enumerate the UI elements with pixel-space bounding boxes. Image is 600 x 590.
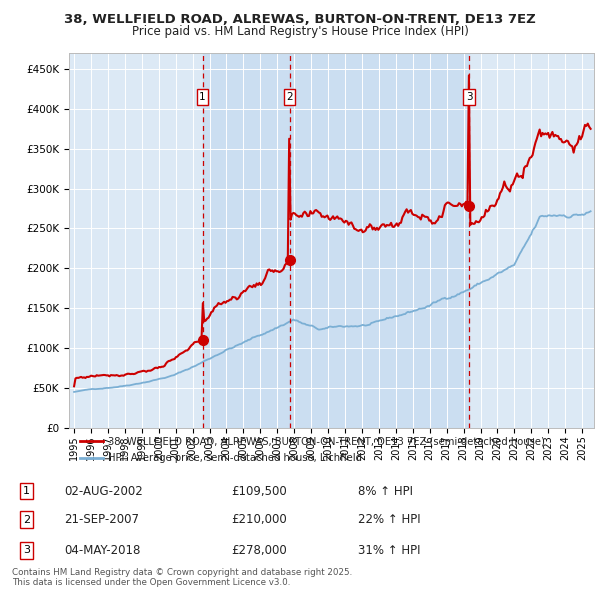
- Text: Price paid vs. HM Land Registry's House Price Index (HPI): Price paid vs. HM Land Registry's House …: [131, 25, 469, 38]
- Text: HPI: Average price, semi-detached house, Lichfield: HPI: Average price, semi-detached house,…: [109, 454, 362, 463]
- Text: 3: 3: [23, 545, 30, 555]
- Bar: [290, 53, 469, 428]
- Text: £210,000: £210,000: [231, 513, 287, 526]
- Text: 22% ↑ HPI: 22% ↑ HPI: [358, 513, 420, 526]
- Text: 2: 2: [23, 515, 30, 525]
- Text: 2: 2: [286, 92, 293, 102]
- Bar: [203, 53, 290, 428]
- Text: 38, WELLFIELD ROAD, ALREWAS, BURTON-ON-TRENT, DE13 7EZ (semi-detached house): 38, WELLFIELD ROAD, ALREWAS, BURTON-ON-T…: [109, 437, 545, 447]
- Text: £278,000: £278,000: [231, 544, 287, 557]
- Text: Contains HM Land Registry data © Crown copyright and database right 2025.
This d: Contains HM Land Registry data © Crown c…: [12, 568, 352, 587]
- Text: 31% ↑ HPI: 31% ↑ HPI: [358, 544, 420, 557]
- Text: 1: 1: [23, 486, 30, 496]
- Text: 8% ↑ HPI: 8% ↑ HPI: [358, 484, 413, 497]
- Text: 1: 1: [199, 92, 206, 102]
- Text: £109,500: £109,500: [231, 484, 287, 497]
- Text: 04-MAY-2018: 04-MAY-2018: [64, 544, 140, 557]
- Text: 21-SEP-2007: 21-SEP-2007: [64, 513, 139, 526]
- Text: 02-AUG-2002: 02-AUG-2002: [64, 484, 143, 497]
- Text: 38, WELLFIELD ROAD, ALREWAS, BURTON-ON-TRENT, DE13 7EZ: 38, WELLFIELD ROAD, ALREWAS, BURTON-ON-T…: [64, 13, 536, 26]
- Text: 3: 3: [466, 92, 473, 102]
